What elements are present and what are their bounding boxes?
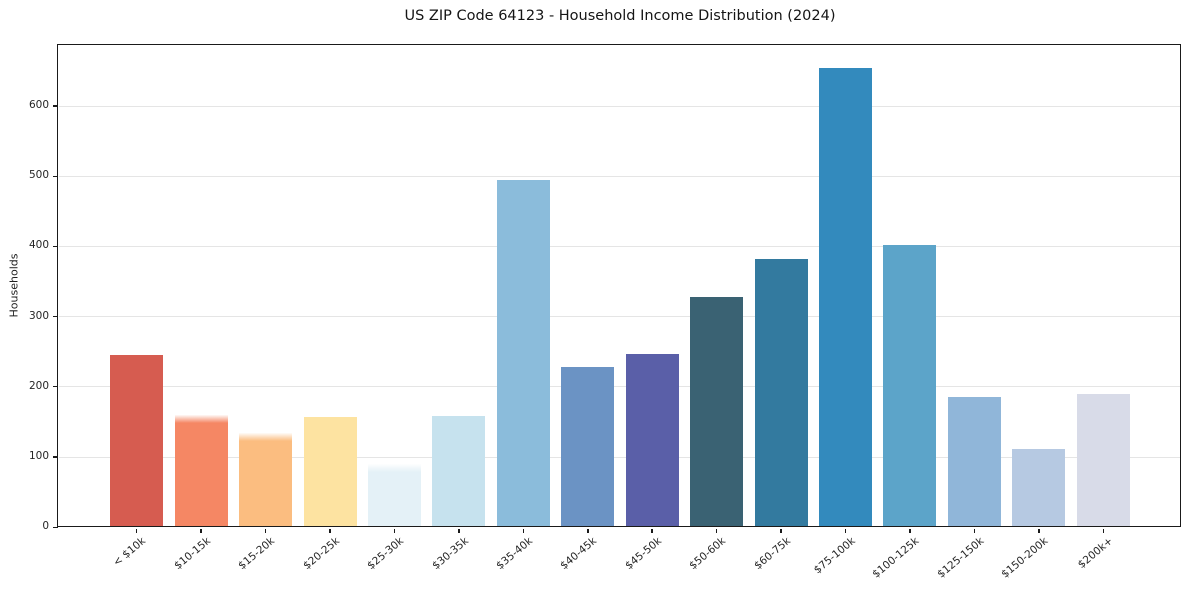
- x-tick-mark: [780, 528, 782, 534]
- x-tick-mark: [1038, 528, 1040, 534]
- x-tick-mark: [651, 528, 653, 534]
- gridline: [59, 175, 1180, 177]
- x-tick-mark: [909, 528, 911, 534]
- bar--125-150k: [947, 396, 1001, 528]
- bar--45-50k: [625, 353, 679, 528]
- bar--35-40k: [496, 179, 550, 528]
- y-tick-mark: [53, 245, 58, 248]
- x-tick-mark: [587, 528, 589, 534]
- x-tick-label: $40-45k: [558, 535, 600, 573]
- x-tick-mark: [200, 528, 202, 534]
- x-tick-label: $125-150k: [935, 535, 987, 581]
- bar--15-20k: [239, 432, 293, 528]
- gridline: [59, 316, 1180, 318]
- gridline: [59, 456, 1180, 458]
- y-tick-label: 300: [28, 309, 49, 322]
- x-tick-mark: [393, 528, 396, 534]
- y-tick-mark: [53, 316, 58, 318]
- x-tick-label: < $10k: [111, 535, 149, 570]
- x-tick-mark: [973, 528, 976, 534]
- x-tick-mark: [522, 528, 525, 534]
- y-tick-label: 100: [28, 450, 49, 463]
- x-tick-mark: [715, 528, 718, 534]
- x-tick-label: $30-35k: [429, 535, 471, 573]
- bar--60-75k: [754, 259, 808, 528]
- y-tick-label: 600: [28, 99, 49, 112]
- x-tick-mark: [329, 528, 331, 534]
- y-tick-mark: [53, 526, 58, 528]
- x-tick-label: $45-50k: [623, 535, 664, 573]
- bar--10k: [110, 354, 164, 528]
- bar--75-100k: [819, 68, 873, 528]
- x-tick-label: $25-30k: [365, 535, 407, 573]
- x-tick-label: $75-100k: [811, 535, 858, 577]
- bar--200k-: [1076, 393, 1130, 528]
- bar--150-200k: [1012, 448, 1066, 528]
- x-tick-mark: [1102, 528, 1105, 534]
- bar-soft-top-fade: [367, 464, 421, 473]
- gridline: [59, 245, 1180, 247]
- x-tick-label: $150-200k: [999, 535, 1051, 581]
- x-tick-label: $20-25k: [300, 535, 342, 573]
- y-tick-mark: [53, 386, 58, 388]
- y-tick-label: 200: [28, 379, 49, 392]
- y-tick-mark: [53, 105, 58, 107]
- x-tick-label: $200k+: [1075, 535, 1116, 572]
- y-tick-label: 500: [28, 169, 49, 182]
- x-tick-label: $60-75k: [751, 535, 793, 573]
- bar--50-60k: [690, 297, 744, 528]
- x-tick-mark: [458, 528, 460, 534]
- gridline: [59, 386, 1180, 388]
- bar-soft-top-fade: [174, 414, 228, 423]
- gridline: [59, 105, 1180, 107]
- bar-soft-top-fade: [239, 432, 293, 441]
- y-tick-label: 0: [42, 520, 49, 533]
- x-tick-mark: [135, 528, 138, 534]
- bar--40-45k: [561, 366, 615, 528]
- y-tick-label: 400: [28, 239, 49, 252]
- x-tick-label: $100-125k: [870, 535, 922, 581]
- chart-title: US ZIP Code 64123 - Household Income Dis…: [404, 8, 836, 24]
- x-tick-label: $50-60k: [687, 535, 729, 573]
- x-tick-mark: [844, 528, 847, 534]
- x-tick-label: $10-15k: [171, 535, 213, 573]
- bar--100-125k: [883, 245, 937, 528]
- bar--30-35k: [432, 415, 486, 528]
- bar--25-30k: [367, 464, 421, 528]
- x-tick-mark: [264, 528, 267, 534]
- bar--20-25k: [303, 417, 357, 528]
- x-tick-label: $35-40k: [494, 535, 536, 573]
- y-tick-mark: [53, 456, 58, 458]
- bar--10-15k: [174, 414, 228, 528]
- x-tick-label: $15-20k: [236, 535, 278, 573]
- y-tick-mark: [53, 175, 58, 177]
